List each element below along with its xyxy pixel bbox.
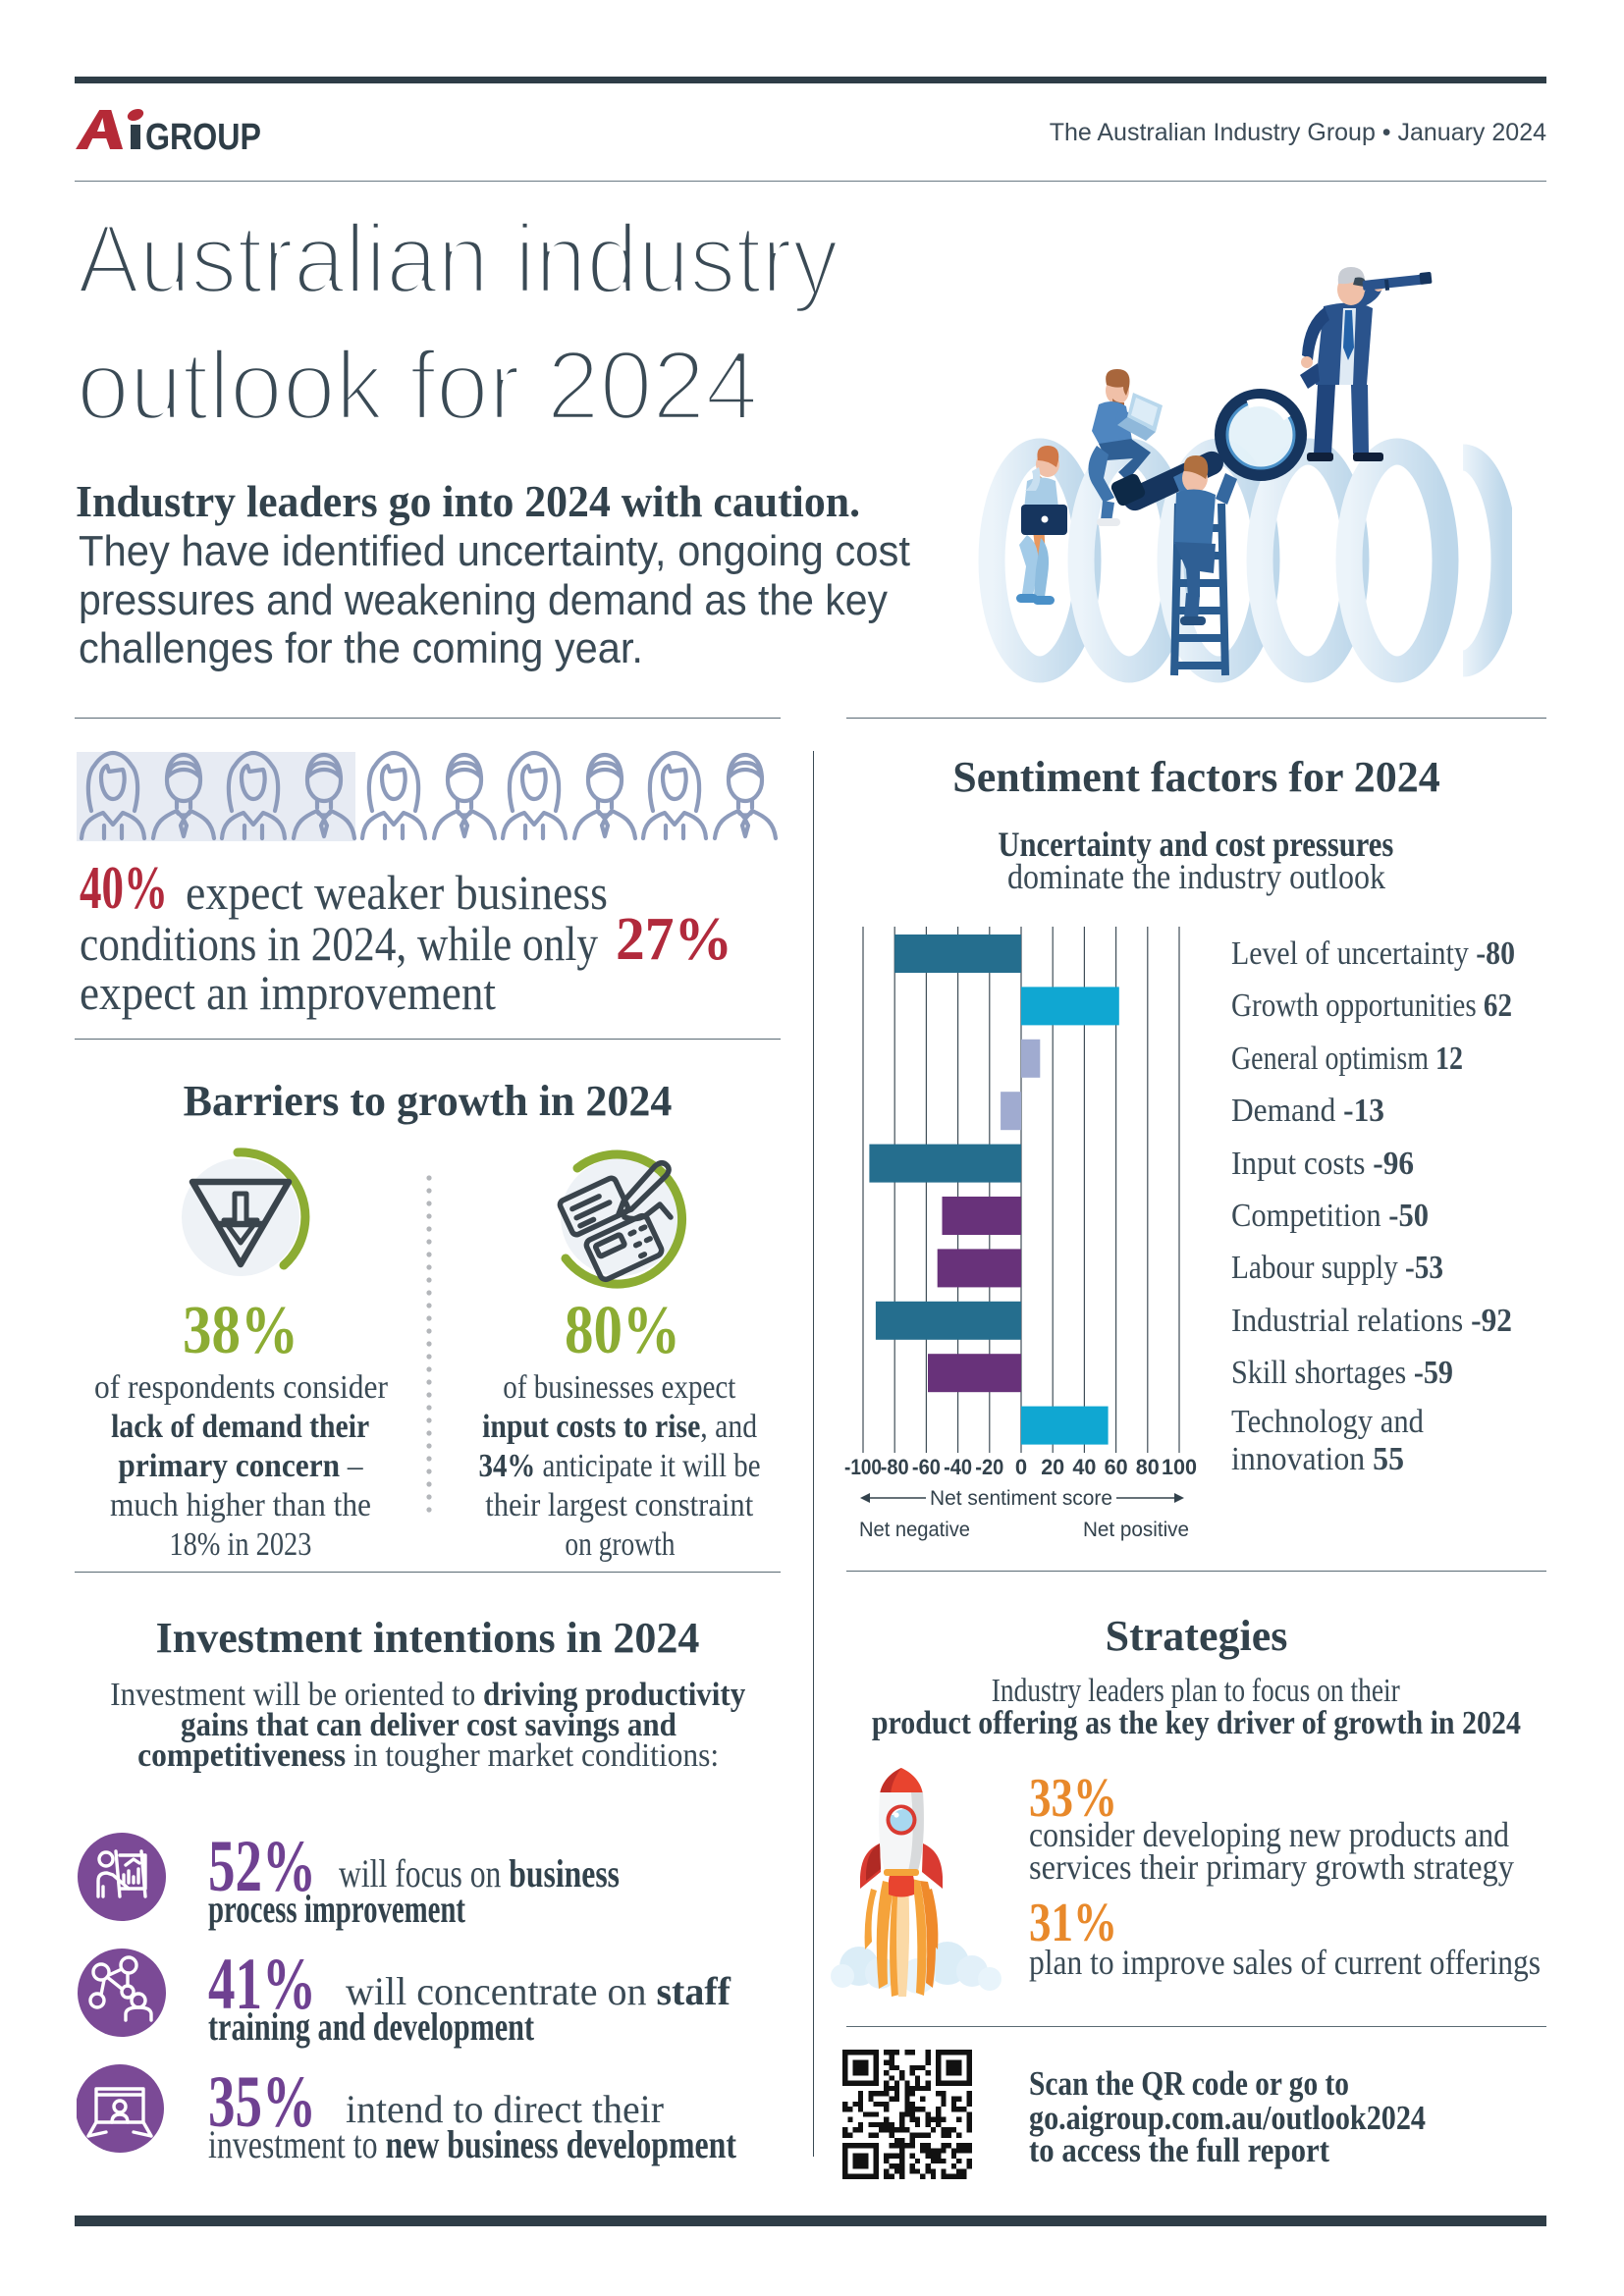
svg-text:-20: -20: [975, 1455, 1003, 1479]
svg-text:80%: 80%: [565, 1293, 680, 1368]
svg-text:40: 40: [1072, 1455, 1096, 1479]
svg-text:100: 100: [1162, 1455, 1197, 1479]
svg-text:-80: -80: [881, 1455, 909, 1479]
svg-text:Net positive: Net positive: [1083, 1519, 1189, 1541]
svg-text:20: 20: [1041, 1455, 1064, 1479]
svg-text:38%: 38%: [183, 1293, 298, 1368]
svg-text:60: 60: [1105, 1455, 1128, 1479]
svg-text:-40: -40: [944, 1455, 972, 1479]
svg-text:-100: -100: [844, 1455, 882, 1479]
svg-text:Net sentiment score: Net sentiment score: [930, 1487, 1112, 1510]
svg-text:GROUP: GROUP: [145, 117, 261, 158]
svg-text:Net negative: Net negative: [859, 1519, 970, 1541]
svg-text:0: 0: [1015, 1455, 1027, 1479]
svg-text:-60: -60: [912, 1455, 941, 1479]
svg-text:80: 80: [1136, 1455, 1160, 1479]
